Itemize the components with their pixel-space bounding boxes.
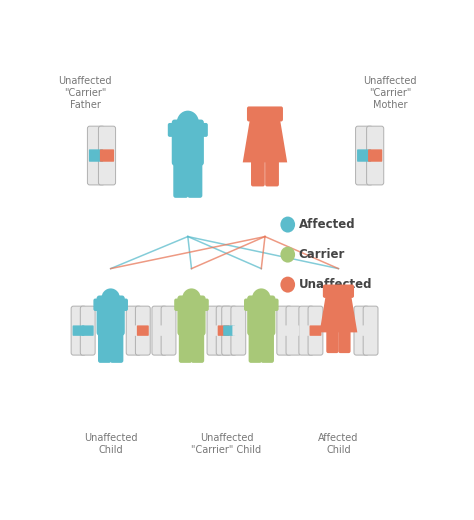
Circle shape <box>281 246 295 263</box>
Text: Unaffected: Unaffected <box>299 278 372 291</box>
Text: Affected: Affected <box>299 218 356 231</box>
FancyBboxPatch shape <box>172 120 204 165</box>
FancyBboxPatch shape <box>137 326 149 336</box>
FancyBboxPatch shape <box>301 326 312 336</box>
FancyBboxPatch shape <box>161 306 176 355</box>
FancyBboxPatch shape <box>323 284 354 298</box>
FancyBboxPatch shape <box>363 306 378 355</box>
Circle shape <box>101 289 120 309</box>
FancyBboxPatch shape <box>99 126 116 185</box>
FancyBboxPatch shape <box>356 126 373 185</box>
FancyBboxPatch shape <box>173 160 188 198</box>
FancyBboxPatch shape <box>98 330 111 363</box>
FancyBboxPatch shape <box>357 149 371 162</box>
FancyBboxPatch shape <box>89 149 103 162</box>
Text: Affected
Child: Affected Child <box>318 433 359 455</box>
FancyBboxPatch shape <box>128 326 139 336</box>
Circle shape <box>252 289 271 309</box>
Circle shape <box>281 216 295 232</box>
FancyBboxPatch shape <box>368 149 382 162</box>
FancyBboxPatch shape <box>222 306 237 355</box>
Text: Unaffected
Child: Unaffected Child <box>84 433 137 455</box>
Circle shape <box>281 277 295 293</box>
Text: Unaffected
"Carrier"
Father: Unaffected "Carrier" Father <box>58 76 112 110</box>
FancyBboxPatch shape <box>97 295 125 335</box>
FancyBboxPatch shape <box>247 107 283 122</box>
FancyBboxPatch shape <box>231 306 246 355</box>
FancyBboxPatch shape <box>82 326 94 336</box>
FancyBboxPatch shape <box>310 326 321 336</box>
FancyBboxPatch shape <box>177 295 206 335</box>
FancyBboxPatch shape <box>288 326 300 336</box>
Text: Unaffected
"Carrier" Child: Unaffected "Carrier" Child <box>191 433 262 455</box>
FancyBboxPatch shape <box>71 306 86 355</box>
Circle shape <box>254 111 276 135</box>
Circle shape <box>177 111 199 135</box>
FancyBboxPatch shape <box>207 306 222 355</box>
FancyBboxPatch shape <box>163 326 174 336</box>
FancyBboxPatch shape <box>356 326 367 336</box>
FancyBboxPatch shape <box>209 326 220 336</box>
FancyBboxPatch shape <box>308 306 323 355</box>
FancyBboxPatch shape <box>354 306 369 355</box>
FancyBboxPatch shape <box>187 160 202 198</box>
FancyBboxPatch shape <box>191 330 204 363</box>
FancyBboxPatch shape <box>326 330 338 353</box>
FancyBboxPatch shape <box>223 326 235 336</box>
Text: Unaffected
"Carrier"
Mother: Unaffected "Carrier" Mother <box>363 76 417 110</box>
FancyBboxPatch shape <box>168 123 208 137</box>
FancyBboxPatch shape <box>152 306 167 355</box>
FancyBboxPatch shape <box>365 326 376 336</box>
FancyBboxPatch shape <box>338 330 351 353</box>
FancyBboxPatch shape <box>366 126 384 185</box>
FancyBboxPatch shape <box>218 326 229 336</box>
FancyBboxPatch shape <box>136 306 150 355</box>
FancyBboxPatch shape <box>261 330 274 363</box>
FancyBboxPatch shape <box>251 160 265 187</box>
Circle shape <box>182 289 201 309</box>
FancyBboxPatch shape <box>278 326 290 336</box>
FancyBboxPatch shape <box>87 126 105 185</box>
FancyBboxPatch shape <box>277 306 292 355</box>
FancyBboxPatch shape <box>73 326 84 336</box>
Polygon shape <box>243 114 287 162</box>
FancyBboxPatch shape <box>174 298 209 311</box>
FancyBboxPatch shape <box>216 306 231 355</box>
Polygon shape <box>319 291 357 332</box>
FancyBboxPatch shape <box>265 160 279 187</box>
FancyBboxPatch shape <box>244 298 279 311</box>
FancyBboxPatch shape <box>247 295 275 335</box>
FancyBboxPatch shape <box>232 326 244 336</box>
FancyBboxPatch shape <box>93 298 128 311</box>
Text: Carrier: Carrier <box>299 248 345 261</box>
FancyBboxPatch shape <box>100 149 114 162</box>
FancyBboxPatch shape <box>126 306 141 355</box>
FancyBboxPatch shape <box>179 330 192 363</box>
FancyBboxPatch shape <box>299 306 314 355</box>
FancyBboxPatch shape <box>110 330 123 363</box>
FancyBboxPatch shape <box>80 306 95 355</box>
FancyBboxPatch shape <box>248 330 262 363</box>
FancyBboxPatch shape <box>286 306 301 355</box>
FancyBboxPatch shape <box>154 326 165 336</box>
Circle shape <box>329 289 348 309</box>
